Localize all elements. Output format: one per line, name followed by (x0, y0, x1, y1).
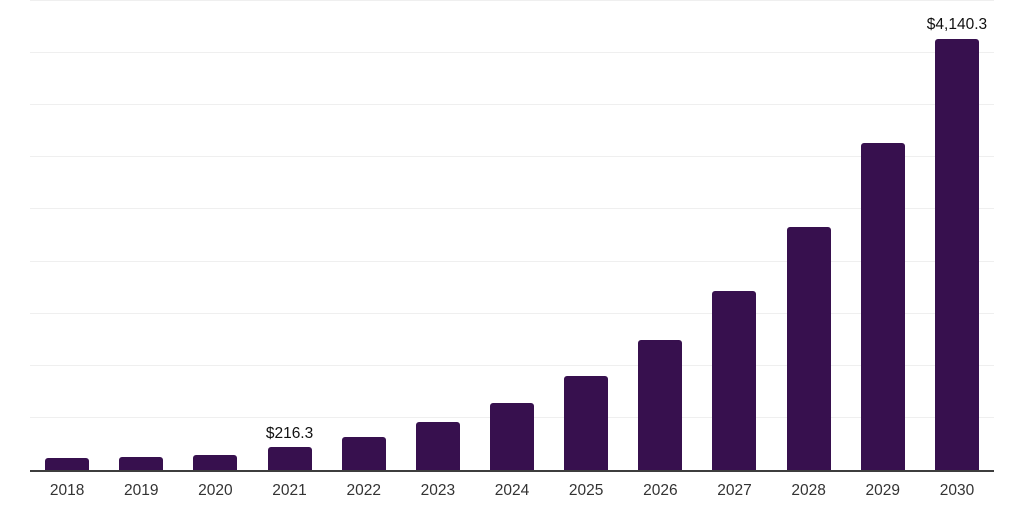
gridline-3500 (30, 104, 994, 106)
x-tick-2028: 2028 (791, 482, 826, 499)
gridline-4500 (30, 0, 994, 1)
bar-2020 (193, 454, 238, 470)
gridline-4000 (30, 52, 994, 54)
x-tick-2018: 2018 (49, 482, 85, 499)
x-tick-2029: 2029 (865, 482, 901, 499)
x-tick-2019: 2019 (123, 482, 159, 499)
bar-2019 (119, 456, 164, 470)
bar-2021 (267, 447, 312, 470)
bar-2029 (860, 143, 905, 470)
gridline-2500 (30, 208, 994, 210)
bar-2025 (564, 376, 609, 470)
bar-2022 (341, 437, 386, 470)
bar-series: $216.3 $4,140.3 (30, 1, 994, 470)
value-label-2030: $4,140.3 (926, 16, 988, 34)
bar-group-2021: $216.3 (252, 1, 326, 470)
x-tick-2020: 2020 (198, 482, 233, 499)
gridline-3000 (30, 156, 994, 158)
bar-group-2023 (401, 1, 475, 470)
x-tick-2026: 2026 (643, 482, 678, 499)
bar-group-2020 (178, 1, 252, 470)
gridline-1000 (30, 364, 994, 366)
x-tick-2025: 2025 (568, 482, 604, 499)
bar-2030 (934, 38, 979, 470)
x-tick-2030: 2030 (939, 482, 975, 499)
bar-2023 (415, 422, 460, 470)
bar-group-2026 (623, 1, 697, 470)
bar-group-2022 (327, 1, 401, 470)
plot-area: $216.3 $4,140.3 (30, 0, 994, 472)
bar-group-2024 (475, 1, 549, 470)
bar-group-2029 (846, 1, 920, 470)
bar-2028 (786, 226, 831, 470)
x-tick-2021: 2021 (272, 482, 307, 499)
x-tick-2027: 2027 (717, 482, 752, 499)
bar-group-2019 (104, 1, 178, 470)
gridline-2000 (30, 260, 994, 262)
bar-2024 (490, 403, 535, 470)
gridline-1500 (30, 312, 994, 314)
x-tick-2024: 2024 (494, 482, 530, 499)
bar-group-2018 (30, 1, 104, 470)
bar-2018 (45, 457, 90, 470)
x-tick-2023: 2023 (420, 482, 456, 499)
bar-2027 (712, 290, 757, 470)
bar-group-2030: $4,140.3 (920, 1, 994, 470)
value-label-2021: $216.3 (265, 425, 314, 443)
bar-group-2025 (549, 1, 623, 470)
bar-group-2027 (697, 1, 771, 470)
bar-2026 (638, 340, 683, 470)
x-tick-2022: 2022 (346, 482, 381, 499)
x-axis: 2018 2019 2020 2021 2022 2023 2024 2025 2026 2027… (30, 482, 994, 500)
bar-group-2028 (772, 1, 846, 470)
